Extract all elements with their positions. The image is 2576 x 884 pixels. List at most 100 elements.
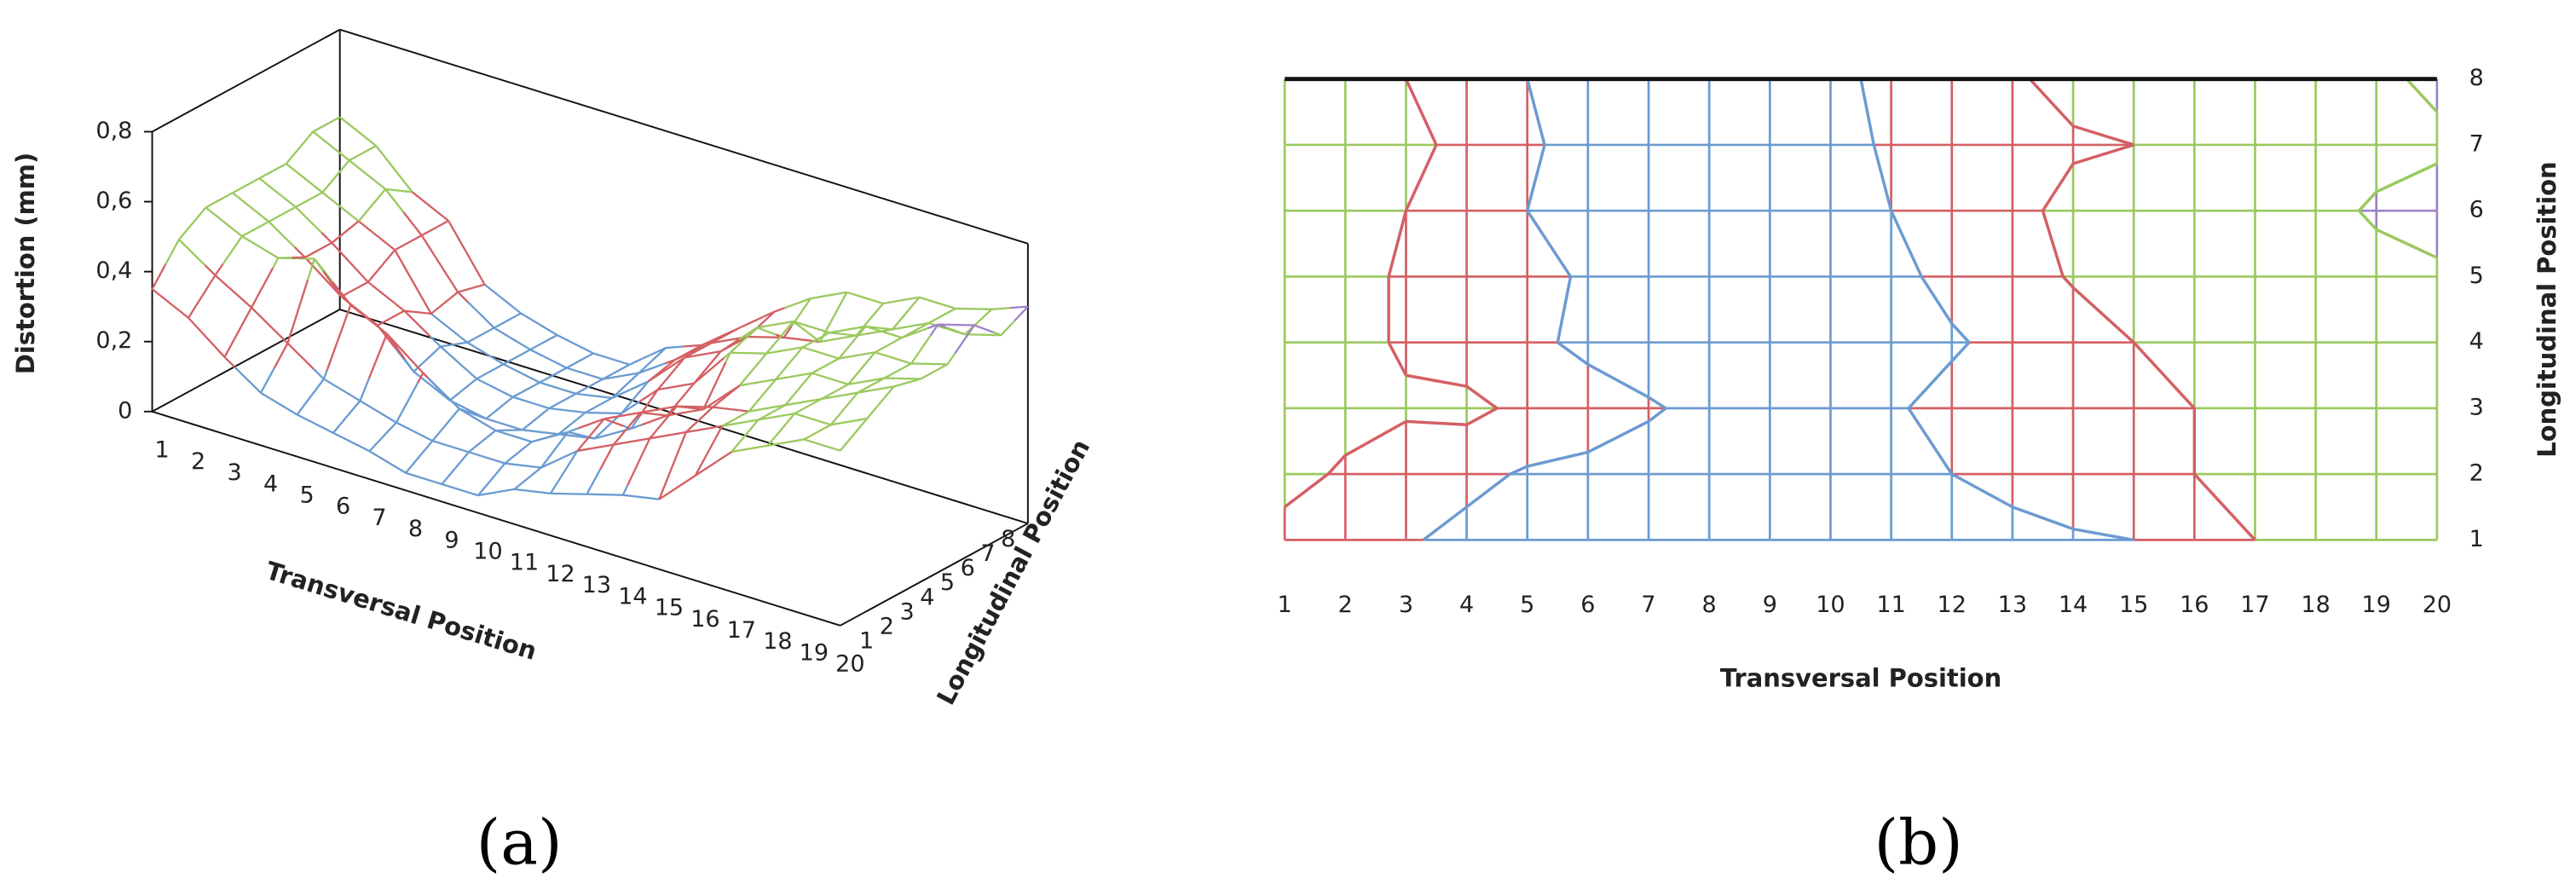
surface-edge	[585, 396, 613, 414]
surface-edge	[539, 381, 577, 396]
x-tick-label: 1	[155, 437, 170, 464]
surface-edge	[204, 264, 217, 276]
surface-edge	[638, 362, 666, 374]
x-tick-label: 9	[444, 527, 459, 553]
surface-edge	[296, 413, 334, 434]
surface-edge	[494, 429, 533, 443]
box-edge	[339, 28, 1029, 245]
surface-edge	[775, 372, 812, 381]
surface-edge	[338, 116, 377, 147]
contour-line	[1465, 384, 1499, 410]
surface-edge	[241, 235, 280, 259]
surface-edge	[725, 352, 731, 363]
contour-line	[2132, 341, 2196, 410]
surface-edge	[417, 373, 425, 384]
x-tick-label: 3	[227, 459, 241, 486]
surface-edge	[188, 274, 217, 319]
x-tick-label: 7	[1641, 592, 1655, 618]
y-tick-label: 2	[2469, 460, 2484, 487]
surface-edge	[368, 421, 397, 453]
surface-edge	[576, 418, 605, 452]
surface-edge	[838, 351, 875, 360]
surface-edge	[205, 206, 243, 238]
surface-edge	[685, 425, 723, 434]
x-tick-label: 2	[191, 448, 205, 475]
surface-edge	[865, 325, 893, 331]
surface-edge	[531, 433, 559, 443]
surface-edge	[304, 241, 332, 258]
surface-edge	[448, 220, 486, 286]
z-axis-title: Distortion (mm)	[11, 153, 40, 374]
surface-edge	[892, 321, 929, 331]
x-tick-label: 14	[2059, 592, 2088, 618]
surface-edge	[321, 191, 360, 222]
surface-edge	[286, 163, 323, 194]
contour-line	[1284, 472, 1330, 509]
surface-edge	[729, 326, 758, 354]
y-tick-label: 5	[940, 569, 955, 596]
surface-edge	[557, 334, 594, 355]
contour-line	[1907, 360, 1954, 410]
surface-edge	[457, 291, 470, 303]
surface-edge	[326, 304, 352, 371]
surface-edge	[375, 145, 413, 194]
surface-edge	[512, 396, 550, 410]
surface-edge	[477, 462, 506, 496]
surface-edge	[1014, 305, 1029, 322]
contour-line	[1859, 78, 1875, 146]
x-tick-label: 11	[1876, 592, 1905, 618]
surface-edge	[713, 406, 749, 413]
x-tick-label: 20	[2423, 592, 2452, 618]
surface-edge	[312, 367, 325, 380]
surface-edge	[910, 335, 932, 365]
surface-edge	[765, 346, 803, 355]
x-tick-label: 1	[1278, 592, 1292, 618]
surface-edge	[468, 430, 497, 454]
surface-edge	[901, 322, 930, 339]
surface-edge	[268, 205, 297, 223]
contour-line	[2028, 78, 2075, 128]
surface-edge	[151, 263, 167, 290]
surface-edge	[621, 401, 641, 414]
surface-edge	[322, 370, 328, 380]
surface-edge	[830, 417, 868, 426]
surface-edge	[767, 438, 805, 447]
surface-edge	[313, 257, 325, 273]
surface-edge	[784, 298, 811, 309]
surface-edge	[503, 349, 531, 366]
surface-edge	[468, 451, 505, 465]
y-tick-label: 4	[920, 584, 934, 610]
z-tick-label: 0	[118, 397, 132, 424]
surface-edge	[911, 362, 948, 366]
surface-edge	[395, 382, 419, 424]
surface-edge	[630, 424, 642, 430]
surface-edge	[522, 429, 559, 436]
surface-edge	[657, 382, 695, 391]
surface-edge	[332, 431, 370, 453]
x-tick-label: 15	[2119, 592, 2148, 618]
x-tick-label: 2	[1338, 592, 1353, 618]
x-tick-label: 10	[1816, 592, 1845, 618]
contour-line	[1907, 407, 1954, 476]
box-edge	[152, 28, 341, 133]
surface-edge	[272, 257, 280, 269]
x-tick-label: 18	[763, 628, 792, 655]
surface-edge	[684, 350, 721, 359]
x-tick-label: 5	[1520, 592, 1534, 618]
y-tick-label: 4	[2469, 328, 2484, 355]
surface-edge	[694, 425, 724, 477]
contour-line	[2358, 210, 2378, 231]
surface-edge	[260, 391, 298, 416]
surface-edge	[991, 307, 1010, 310]
y-tick-label: 2	[880, 614, 894, 640]
x-tick-label: 6	[336, 494, 350, 520]
surface-edge	[566, 352, 594, 369]
surface-edge	[293, 246, 306, 258]
surface-edge	[273, 343, 289, 369]
box-edge	[152, 309, 341, 413]
surface-edge	[304, 257, 343, 298]
surface-edge	[285, 130, 315, 165]
surface-edge	[649, 405, 678, 440]
surface-edge	[476, 378, 514, 398]
surface-edge	[250, 267, 274, 309]
